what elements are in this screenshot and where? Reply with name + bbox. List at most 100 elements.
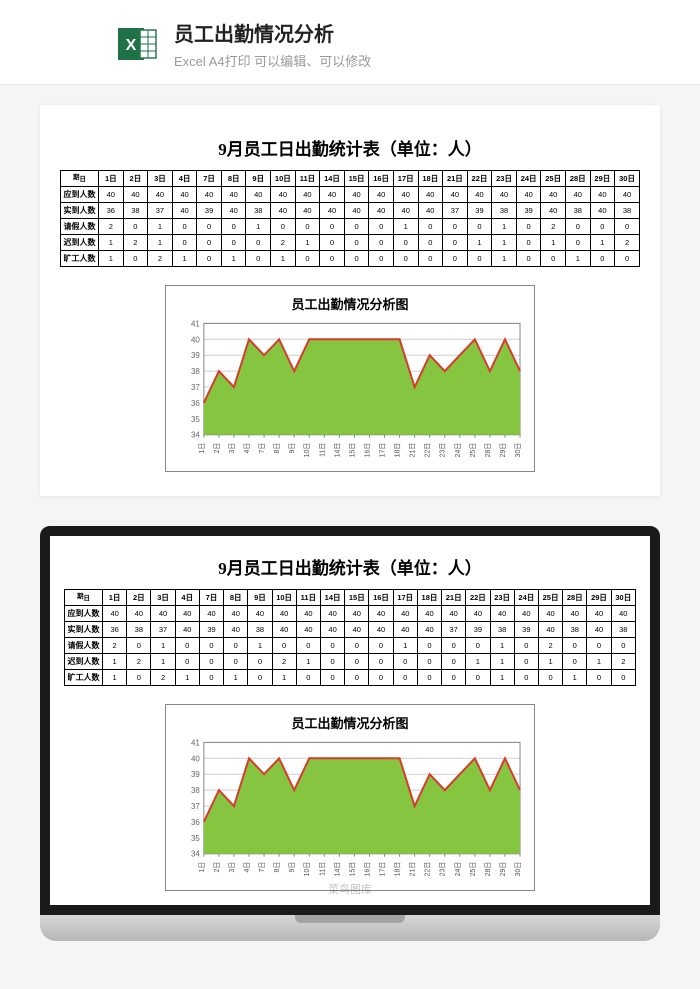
svg-text:23日: 23日 (439, 443, 447, 458)
table-cell: 0 (248, 670, 272, 686)
table-cell: 40 (393, 187, 418, 203)
table-cell: 0 (442, 638, 466, 654)
table-cell: 1 (248, 638, 272, 654)
table-cell: 1 (467, 235, 492, 251)
table-cell: 38 (611, 622, 635, 638)
table-cell: 40 (320, 187, 345, 203)
table-cell: 0 (417, 654, 441, 670)
col-header: 11日 (295, 171, 320, 187)
table-cell: 1 (103, 654, 127, 670)
table-row: 请假人数2010001000001000102000 (65, 638, 636, 654)
table-cell: 0 (563, 654, 587, 670)
table-cell: 40 (221, 187, 246, 203)
table-cell: 0 (611, 638, 635, 654)
svg-text:24日: 24日 (454, 862, 462, 877)
row-label: 实到人数 (61, 203, 99, 219)
table-cell: 40 (443, 187, 468, 203)
table-cell: 1 (224, 670, 248, 686)
table-cell: 40 (538, 622, 562, 638)
table-cell: 40 (541, 203, 566, 219)
table-cell: 0 (246, 235, 271, 251)
table-cell: 0 (590, 251, 615, 267)
table-cell: 40 (345, 622, 369, 638)
table-cell: 0 (393, 654, 417, 670)
table-cell: 38 (246, 203, 271, 219)
table-cell: 0 (516, 235, 541, 251)
table-cell: 38 (127, 622, 151, 638)
svg-text:38: 38 (191, 367, 200, 376)
table-cell: 40 (565, 187, 590, 203)
col-header: 4日 (175, 590, 199, 606)
table-row: 应到人数404040404040404040404040404040404040… (65, 606, 636, 622)
table-cell: 0 (172, 235, 197, 251)
table-cell: 1 (295, 235, 320, 251)
laptop-notch (295, 915, 405, 923)
table-cell: 40 (295, 203, 320, 219)
table-cell: 38 (615, 203, 640, 219)
row-label: 请假人数 (61, 219, 99, 235)
table-cell: 2 (123, 235, 148, 251)
attendance-table: 期日1日2日3日4日7日8日9日10日11日14日15日16日17日18日21日… (60, 170, 640, 267)
col-header: 23日 (492, 171, 517, 187)
col-header: 22日 (466, 590, 490, 606)
table-cell: 0 (320, 219, 345, 235)
table-cell: 1 (490, 638, 514, 654)
table-cell: 0 (442, 670, 466, 686)
table-cell: 39 (199, 622, 223, 638)
table-cell: 0 (587, 670, 611, 686)
table-cell: 0 (615, 219, 640, 235)
col-header: 9日 (248, 590, 272, 606)
svg-text:24日: 24日 (454, 443, 462, 458)
svg-text:36: 36 (191, 399, 200, 408)
table-cell: 0 (221, 219, 246, 235)
table-cell: 40 (272, 622, 296, 638)
table-cell: 40 (295, 187, 320, 203)
table-cell: 0 (320, 670, 344, 686)
table-cell: 0 (172, 219, 197, 235)
table-cell: 40 (393, 606, 417, 622)
table-cell: 40 (538, 606, 562, 622)
svg-text:7日: 7日 (258, 443, 266, 454)
table-cell: 40 (590, 187, 615, 203)
table-cell: 40 (490, 606, 514, 622)
table-cell: 40 (99, 187, 124, 203)
table-cell: 40 (467, 187, 492, 203)
table-row: 实到人数363837403940384040404040404037393839… (65, 622, 636, 638)
chart-title: 员工出勤情况分析图 (176, 713, 524, 732)
svg-text:25日: 25日 (469, 862, 477, 877)
svg-text:14日: 14日 (333, 862, 341, 877)
svg-text:X: X (126, 37, 137, 54)
table-cell: 0 (295, 251, 320, 267)
col-header: 28日 (565, 171, 590, 187)
page-header: X 员工出勤情况分析 Excel A4打印 可以编辑、可以修改 (0, 0, 700, 85)
table-cell: 0 (393, 251, 418, 267)
svg-text:28日: 28日 (484, 443, 492, 458)
svg-text:7日: 7日 (258, 862, 266, 873)
table-cell: 0 (466, 670, 490, 686)
table-cell: 0 (345, 670, 369, 686)
table-cell: 0 (199, 654, 223, 670)
table-cell: 0 (199, 670, 223, 686)
table-cell: 2 (611, 654, 635, 670)
col-header: 3日 (151, 590, 175, 606)
table-cell: 2 (127, 654, 151, 670)
table-cell: 0 (199, 638, 223, 654)
svg-text:41: 41 (191, 319, 200, 328)
table-cell: 37 (151, 622, 175, 638)
svg-text:38: 38 (191, 786, 200, 795)
table-cell: 1 (99, 251, 124, 267)
table-cell: 1 (587, 654, 611, 670)
col-header: 30日 (615, 171, 640, 187)
table-cell: 0 (514, 654, 538, 670)
col-header: 16日 (369, 171, 394, 187)
row-label: 应到人数 (61, 187, 99, 203)
table-cell: 0 (345, 638, 369, 654)
svg-text:30日: 30日 (514, 862, 522, 877)
table-cell: 0 (320, 638, 344, 654)
table-row: 旷工人数1021010100000000100100 (65, 670, 636, 686)
svg-text:29日: 29日 (499, 443, 507, 458)
table-cell: 1 (492, 251, 517, 267)
svg-text:34: 34 (191, 431, 200, 440)
table-cell: 40 (271, 203, 296, 219)
table-cell: 2 (538, 638, 562, 654)
